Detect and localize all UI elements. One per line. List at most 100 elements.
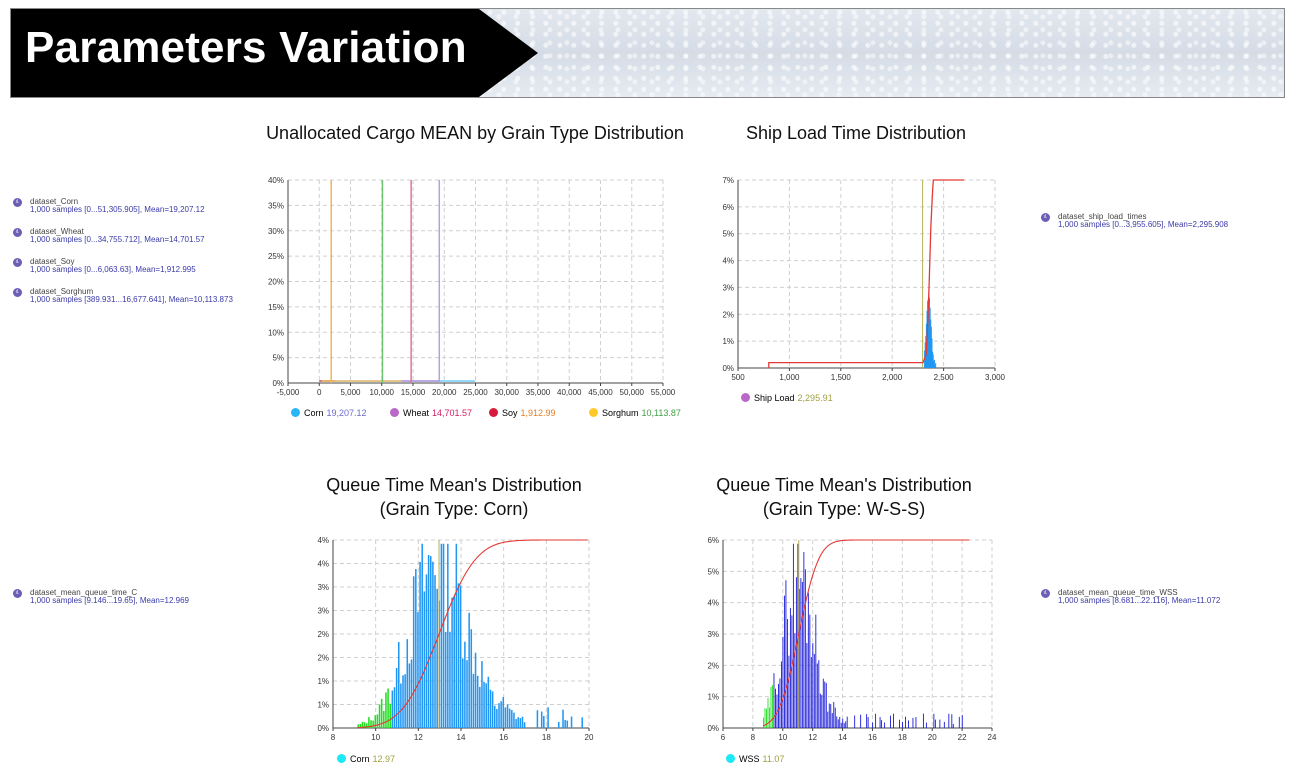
histogram-bar xyxy=(406,639,409,728)
y-tick-label: 4% xyxy=(707,599,719,608)
x-tick-label: 55,000 xyxy=(651,388,676,397)
histogram-bar xyxy=(491,691,494,728)
chart-title-cargo: Unallocated Cargo MEAN by Grain Type Dis… xyxy=(266,123,684,143)
histogram-bar xyxy=(785,580,787,728)
x-tick-label: 6 xyxy=(721,733,726,742)
y-tick-label: 2% xyxy=(317,654,329,663)
histogram-bar xyxy=(397,641,400,728)
legend-dot-icon xyxy=(390,408,399,417)
histogram-bar xyxy=(474,652,477,728)
histogram-bar xyxy=(389,703,391,728)
histogram-bar xyxy=(815,614,817,728)
legend-item-soy[interactable]: Soy 1,912.99 xyxy=(489,408,556,418)
legend-item-wheat[interactable]: Wheat 14,701.57 xyxy=(390,408,472,418)
histogram-bar xyxy=(440,543,443,728)
histogram-bar xyxy=(370,720,372,728)
histogram-bar xyxy=(508,708,511,728)
histogram-bar xyxy=(466,660,468,728)
histogram-bar xyxy=(434,575,436,728)
x-tick-label: 20,000 xyxy=(432,388,457,397)
histogram-bar xyxy=(417,612,419,728)
histogram-bar xyxy=(875,713,877,728)
x-tick-label: 14 xyxy=(838,733,847,742)
histogram-bar xyxy=(365,723,368,728)
legend-item-wss[interactable]: WSS 11.07 xyxy=(726,754,784,764)
x-tick-label: 12 xyxy=(808,733,817,742)
histogram-bar xyxy=(934,719,936,728)
x-tick-label: 30,000 xyxy=(495,388,520,397)
histogram-bar xyxy=(498,703,500,728)
legend-item-sorghum[interactable]: Sorghum 10,113.87 xyxy=(589,408,681,418)
histogram-bar xyxy=(783,595,785,728)
x-tick-label: 8 xyxy=(331,733,336,742)
histogram-bar xyxy=(479,686,481,728)
histogram-bar xyxy=(827,711,829,728)
histogram-bar xyxy=(845,721,847,728)
histogram-bar xyxy=(378,704,381,728)
y-tick-label: 5% xyxy=(707,567,719,576)
histogram-bar xyxy=(800,578,802,728)
y-tick-label: 0% xyxy=(722,364,734,373)
histogram-bar xyxy=(517,717,519,728)
histogram-bar xyxy=(763,717,764,728)
histogram-bar xyxy=(444,631,447,728)
histogram-bar xyxy=(775,688,776,728)
histogram-bar xyxy=(447,543,449,728)
y-tick-label: 3% xyxy=(722,283,734,292)
legend-item-corn[interactable]: Corn 12.97 xyxy=(337,754,395,764)
histogram-bar xyxy=(824,681,826,728)
dataset-icon: ıl. xyxy=(13,589,22,598)
histogram-bar xyxy=(912,717,914,728)
histogram-bar xyxy=(819,693,821,728)
x-tick-label: 12 xyxy=(414,733,423,742)
histogram-bar xyxy=(432,561,434,728)
histogram-bar xyxy=(773,673,775,728)
x-tick-label: 8 xyxy=(751,733,756,742)
histogram-bar xyxy=(359,723,362,728)
histogram-bar xyxy=(890,715,891,728)
legend-item-corn[interactable]: Corn 19,207.12 xyxy=(291,408,367,418)
histogram-bar xyxy=(481,661,483,728)
histogram-bar xyxy=(380,698,383,728)
histogram-bar xyxy=(767,698,769,728)
histogram-bar xyxy=(902,721,903,728)
histogram-bar xyxy=(803,552,805,728)
histogram-bar xyxy=(436,588,438,728)
histogram-bar xyxy=(932,354,934,368)
histogram-bar xyxy=(453,596,455,728)
cargo-distribution-chart: 0% 5% 10% 15% 20% 25% 30% 35% 40% -5,000 0 5,000 10,… xyxy=(268,176,676,397)
histogram-bar xyxy=(451,597,453,728)
x-tick-label: 14 xyxy=(457,733,466,742)
histogram-bar xyxy=(404,674,406,728)
histogram-bar xyxy=(472,673,475,728)
histogram-bar xyxy=(361,721,364,728)
histogram-bar xyxy=(812,643,814,728)
y-tick-label: 6% xyxy=(707,536,719,545)
histogram-bar xyxy=(581,717,583,728)
queue-wss-chart: 0% 1% 2% 3% 4% 5% 6% 6 8 10 12 14 16 18 20 22 24 xyxy=(707,536,997,742)
y-tick-label: 3% xyxy=(317,583,329,592)
cdf-line xyxy=(357,539,588,729)
histogram-bar xyxy=(939,719,941,728)
x-tick-label: 5,000 xyxy=(340,388,361,397)
histogram-bar xyxy=(794,633,796,728)
cdf-line xyxy=(768,179,965,368)
histogram-bar xyxy=(833,701,835,728)
histogram-bar xyxy=(429,556,432,728)
histogram-bar xyxy=(948,713,950,728)
histogram-bar xyxy=(769,707,770,728)
histogram-bar xyxy=(952,724,954,728)
histogram-bar xyxy=(489,689,492,728)
y-tick-label: 5% xyxy=(722,230,734,239)
x-tick-label: 20 xyxy=(928,733,937,742)
legend-item-ship-load[interactable]: Ship Load 2,295.91 xyxy=(741,393,833,403)
dataset-icon: ıl. xyxy=(13,198,22,207)
histogram-bar xyxy=(457,583,460,728)
histogram-bar xyxy=(410,659,413,728)
x-tick-label: 16 xyxy=(499,733,508,742)
histogram-bar xyxy=(834,707,836,728)
histogram-bar xyxy=(831,713,833,728)
histogram-bar xyxy=(363,722,366,728)
histogram-bar xyxy=(421,543,423,728)
histogram-bar xyxy=(423,591,426,728)
